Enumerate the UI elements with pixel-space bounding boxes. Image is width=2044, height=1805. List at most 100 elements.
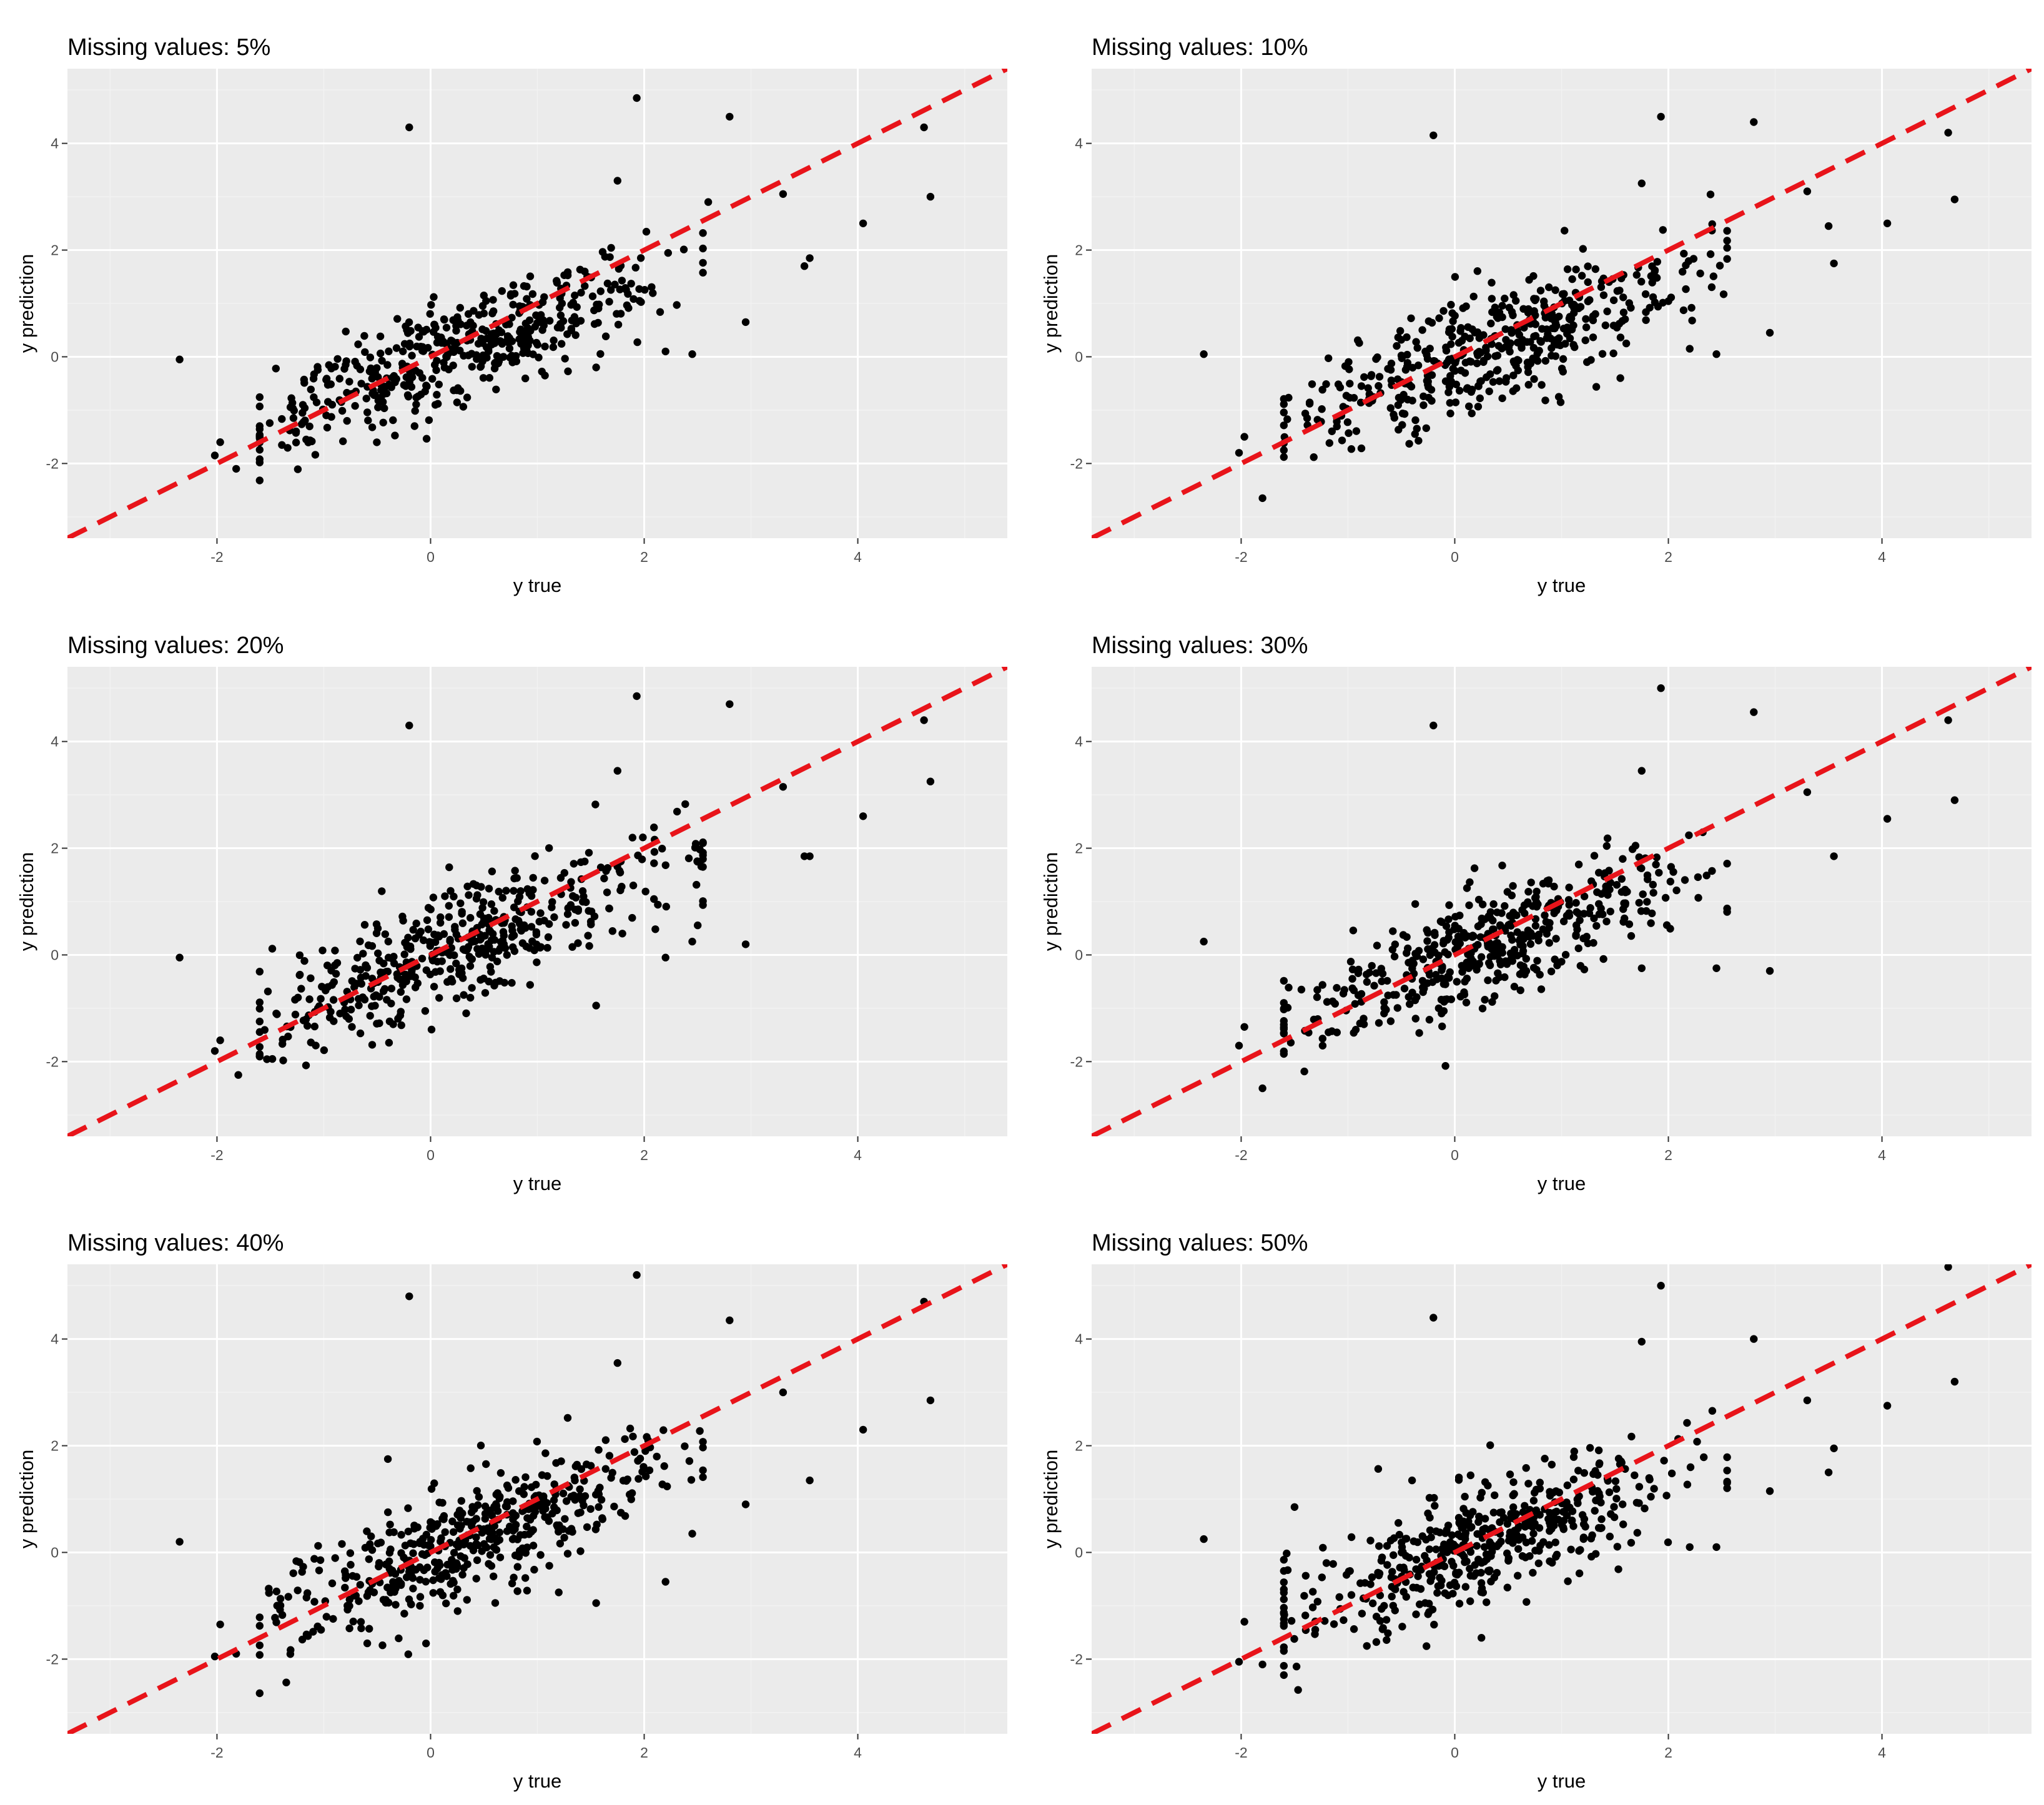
data-point <box>1494 314 1502 322</box>
data-point <box>490 981 498 990</box>
data-point <box>1300 1067 1308 1076</box>
x-tick-label: 4 <box>1878 549 1886 565</box>
data-point <box>1465 901 1473 910</box>
data-point <box>1654 302 1662 311</box>
data-point <box>1464 323 1472 332</box>
data-point <box>1474 895 1483 904</box>
data-point <box>658 845 666 853</box>
data-point <box>463 393 472 401</box>
data-point <box>1950 195 1959 204</box>
data-point <box>500 932 508 940</box>
data-point <box>1310 1015 1318 1024</box>
data-point <box>539 1507 547 1515</box>
data-point <box>688 350 696 358</box>
data-point <box>1438 1022 1446 1031</box>
data-point <box>430 983 438 991</box>
data-point <box>509 1527 517 1535</box>
data-point <box>287 1646 295 1654</box>
data-point <box>1682 285 1690 293</box>
data-point <box>404 1527 412 1536</box>
data-point <box>1423 376 1431 385</box>
data-point <box>1386 366 1395 374</box>
data-point <box>741 318 750 327</box>
data-point <box>1356 1579 1365 1587</box>
data-point <box>449 1528 458 1536</box>
data-point <box>1609 322 1618 330</box>
data-point <box>496 1469 505 1477</box>
data-point <box>664 248 673 257</box>
data-point <box>510 1573 518 1581</box>
data-point <box>576 1485 584 1493</box>
data-point <box>1519 1508 1527 1517</box>
x-tick-label: -2 <box>1235 549 1247 565</box>
data-point <box>1463 884 1471 892</box>
data-point <box>1501 325 1509 333</box>
data-point <box>323 423 332 432</box>
data-point <box>381 930 389 938</box>
data-point <box>299 401 307 409</box>
data-point <box>1313 1598 1321 1606</box>
x-tick-label: 0 <box>427 1744 435 1761</box>
data-point <box>300 957 309 965</box>
data-point <box>1280 1661 1288 1670</box>
data-point <box>1411 1015 1419 1023</box>
data-point <box>472 895 481 903</box>
data-point <box>1518 968 1527 976</box>
data-point <box>490 936 499 944</box>
data-point <box>1541 1455 1549 1463</box>
data-point <box>1482 343 1490 352</box>
data-point <box>1627 1538 1636 1547</box>
data-point <box>335 375 343 383</box>
data-point <box>1539 925 1547 933</box>
data-point <box>1551 1538 1559 1547</box>
data-point <box>1240 433 1248 441</box>
data-point <box>1348 984 1356 993</box>
data-point <box>463 1560 472 1568</box>
data-point <box>1395 426 1403 434</box>
data-point <box>529 1542 538 1550</box>
data-point <box>567 1525 576 1533</box>
y-tick-label: 2 <box>1075 840 1083 857</box>
data-point <box>1486 1566 1494 1575</box>
data-point <box>423 382 431 391</box>
data-point <box>1667 293 1676 302</box>
data-point <box>1429 1314 1438 1322</box>
data-point <box>1308 380 1316 388</box>
data-point <box>339 437 347 445</box>
data-point <box>699 1438 707 1446</box>
data-point <box>442 1599 450 1608</box>
data-point <box>1564 1577 1572 1585</box>
data-point <box>523 295 531 303</box>
data-point <box>1523 900 1532 908</box>
data-point <box>1606 907 1614 916</box>
data-point <box>1433 1589 1441 1597</box>
data-point <box>1538 381 1546 389</box>
data-point <box>255 1017 264 1026</box>
data-point <box>1642 308 1650 317</box>
data-point <box>1489 378 1498 386</box>
data-point <box>255 393 264 401</box>
data-point <box>1468 933 1476 942</box>
panel-title: Missing values: 5% <box>67 34 270 61</box>
data-point <box>463 1596 471 1604</box>
data-point <box>699 229 707 237</box>
data-point <box>474 1501 482 1509</box>
data-point <box>479 898 488 907</box>
data-point <box>446 935 454 944</box>
data-point <box>560 271 568 279</box>
data-point <box>495 887 503 896</box>
data-point <box>500 353 508 361</box>
data-point <box>1339 403 1347 411</box>
data-point <box>1501 973 1509 981</box>
data-point <box>1395 1530 1403 1539</box>
data-point <box>445 365 453 373</box>
data-point <box>642 227 651 236</box>
data-point <box>486 1507 495 1515</box>
data-point <box>1519 942 1527 950</box>
data-point <box>1702 872 1711 880</box>
data-point <box>422 325 431 334</box>
x-axis-title: y true <box>1538 1173 1586 1194</box>
data-point <box>351 401 359 410</box>
data-point <box>412 400 420 408</box>
data-point <box>1405 1553 1413 1562</box>
